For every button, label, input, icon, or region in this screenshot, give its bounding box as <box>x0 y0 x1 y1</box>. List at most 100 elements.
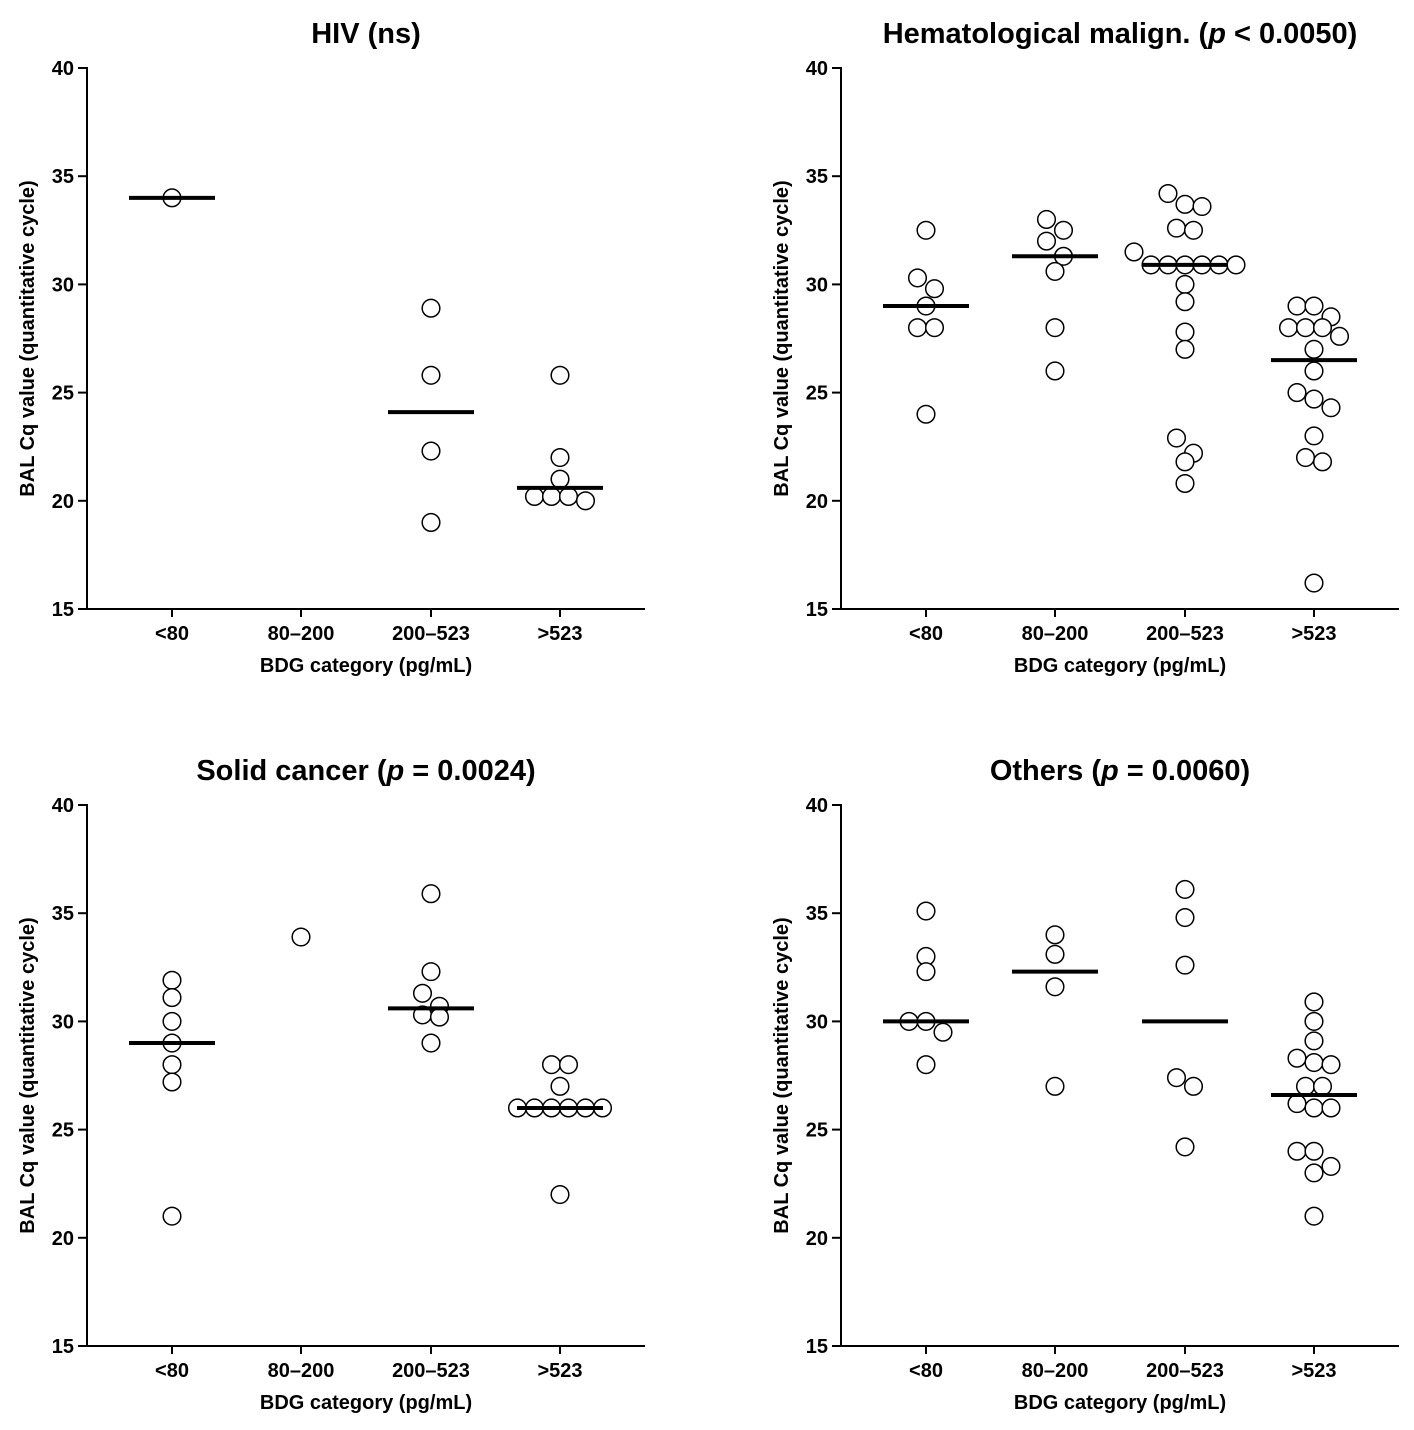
data-point <box>1287 1094 1307 1114</box>
x-tick-label: 80–200 <box>1022 623 1089 645</box>
data-point <box>1304 389 1324 409</box>
y-tick-label: 35 <box>806 903 828 925</box>
y-tick-label: 35 <box>52 903 74 925</box>
data-point <box>1175 473 1195 494</box>
data-point <box>1036 209 1057 230</box>
data-point <box>1036 231 1057 251</box>
x-axis-label: BDG category (pg/mL) <box>260 655 472 677</box>
chart-panel-4: Others (p = 0.0060) 15 20 25 30 35 40 <80 80–200… <box>771 755 1399 1414</box>
x-axis-label: BDG category (pg/mL) <box>1014 655 1226 677</box>
x-tick-label: <80 <box>909 623 943 645</box>
data-point <box>421 1033 441 1053</box>
y-tick-label: 20 <box>806 491 828 513</box>
data-point <box>1045 361 1065 381</box>
data-point <box>1304 1031 1324 1051</box>
chart-title-part: Solid cancer ( <box>196 755 387 787</box>
data-point <box>1175 339 1195 359</box>
y-tick-label: 40 <box>806 58 828 80</box>
chart-title-part: p <box>1207 18 1226 50</box>
data-point <box>1183 220 1204 240</box>
data-point <box>421 441 441 461</box>
data-point <box>1045 261 1065 281</box>
chart-title-part: Others ( <box>990 755 1102 787</box>
x-axis-label: BDG category (pg/mL) <box>1014 1392 1226 1414</box>
y-tick-label: 25 <box>52 1120 74 1142</box>
data-point <box>916 404 936 424</box>
data-point <box>916 901 936 921</box>
x-axis-label: BDG category (pg/mL) <box>260 1392 472 1414</box>
data-point <box>1321 1098 1341 1118</box>
y-tick-label: 40 <box>806 795 828 817</box>
data-point <box>1053 220 1074 240</box>
x-tick-label: >523 <box>1291 1360 1336 1382</box>
chart-title: HIV (ns) <box>311 18 421 50</box>
data-point <box>1295 318 1316 338</box>
y-tick-label: 30 <box>52 274 74 296</box>
y-tick-label: 15 <box>52 599 74 621</box>
data-point <box>907 268 928 288</box>
data-point <box>1287 1141 1307 1161</box>
y-axis-label: BAL Cq value (quantitative cycle) <box>17 917 39 1233</box>
data-point <box>162 1011 182 1031</box>
y-tick-label: 25 <box>806 383 828 405</box>
data-point <box>1124 242 1144 262</box>
y-tick-label: 25 <box>806 1120 828 1142</box>
data-point <box>1304 573 1324 593</box>
y-axis-label: BAL Cq value (quantitative cycle) <box>771 180 793 496</box>
data-point <box>916 1055 936 1075</box>
data-point <box>1166 1068 1187 1088</box>
chart-title-part: p <box>386 755 405 787</box>
data-point <box>1175 274 1195 294</box>
y-tick-label: 40 <box>52 795 74 817</box>
chart-panel-3: Solid cancer (p = 0.0024) 15 20 25 30 35 40 <80… <box>17 755 645 1414</box>
data-point <box>1304 1163 1324 1183</box>
data-point <box>1287 383 1307 403</box>
x-tick-label: 200–523 <box>1146 1360 1224 1382</box>
data-point <box>907 318 928 338</box>
data-point <box>933 1022 953 1042</box>
y-tick-label: 30 <box>806 1011 828 1033</box>
x-tick-label: >523 <box>537 1360 582 1382</box>
data-point <box>1045 1076 1065 1096</box>
data-point <box>291 927 311 947</box>
x-tick-label: <80 <box>155 623 189 645</box>
data-point <box>421 298 441 318</box>
data-point <box>412 983 433 1003</box>
chart-title: Hematological malign. (p < 0.0050) <box>883 18 1358 50</box>
chart-title-part: = 0.0024) <box>404 755 535 787</box>
data-point <box>162 1055 182 1075</box>
chart-title: Solid cancer (p = 0.0024) <box>196 755 535 787</box>
x-tick-label: 200–523 <box>392 1360 470 1382</box>
data-point <box>1304 1206 1324 1226</box>
x-tick-label: 80–200 <box>1022 1360 1089 1382</box>
data-point <box>1321 398 1341 418</box>
data-point <box>550 469 570 489</box>
data-point <box>1175 452 1195 472</box>
chart-title-part: Hematological malign. ( <box>883 18 1209 50</box>
data-point <box>1304 296 1324 316</box>
data-point <box>524 486 545 507</box>
data-point <box>1166 218 1187 238</box>
data-point <box>1295 447 1316 468</box>
data-point <box>162 988 182 1008</box>
x-tick-label: 200–523 <box>1146 623 1224 645</box>
x-tick-label: >523 <box>537 623 582 645</box>
data-point <box>1312 1076 1333 1096</box>
y-tick-label: 20 <box>52 491 74 513</box>
data-point <box>1312 318 1333 338</box>
chart-title-part: = 0.0060) <box>1119 755 1250 787</box>
x-tick-label: 200–523 <box>392 623 470 645</box>
data-point <box>162 1206 182 1226</box>
data-point <box>550 447 570 468</box>
data-point <box>550 1076 570 1096</box>
chart-title-part: p <box>1100 755 1119 787</box>
y-tick-label: 20 <box>52 1228 74 1250</box>
data-point <box>1226 255 1246 275</box>
data-point <box>1312 452 1333 472</box>
data-point <box>1304 361 1324 381</box>
data-point <box>541 1055 562 1075</box>
data-point <box>1175 292 1195 312</box>
y-tick-label: 15 <box>52 1336 74 1358</box>
data-point <box>1278 318 1299 338</box>
data-point <box>1304 426 1324 446</box>
